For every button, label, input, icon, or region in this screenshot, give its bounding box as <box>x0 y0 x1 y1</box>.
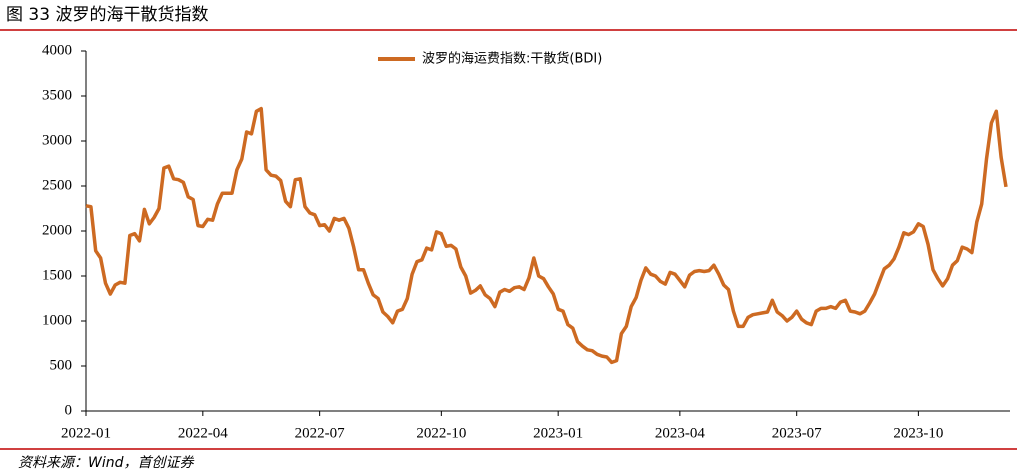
y-tick-label: 0 <box>65 402 73 418</box>
y-tick-label: 2500 <box>42 177 72 193</box>
y-tick-label: 4000 <box>42 42 72 58</box>
x-tick-label: 2023-04 <box>655 425 705 441</box>
x-tick-label: 2023-07 <box>772 425 822 441</box>
y-tick-label: 500 <box>50 357 73 373</box>
x-tick-label: 2022-10 <box>416 425 466 441</box>
legend-label: 波罗的海运费指数:干散货(BDI) <box>422 51 602 67</box>
y-tick-label: 1000 <box>42 312 72 328</box>
y-tick-label: 3000 <box>42 132 72 148</box>
x-tick-label: 2022-01 <box>61 425 111 441</box>
source: 资料来源：Wind，首创证券 <box>18 455 194 471</box>
x-tick-label: 2022-04 <box>178 425 228 441</box>
x-tick-label: 2022-07 <box>295 425 345 441</box>
x-tick-label: 2023-01 <box>533 425 583 441</box>
x-tick-label: 2023-10 <box>893 425 943 441</box>
y-tick-label: 3500 <box>42 87 72 103</box>
chart-title: 图 33 波罗的海干散货指数 <box>6 5 208 25</box>
data-line <box>85 106 1008 365</box>
y-tick-label: 2000 <box>42 222 72 238</box>
y-tick-label: 1500 <box>42 267 72 283</box>
